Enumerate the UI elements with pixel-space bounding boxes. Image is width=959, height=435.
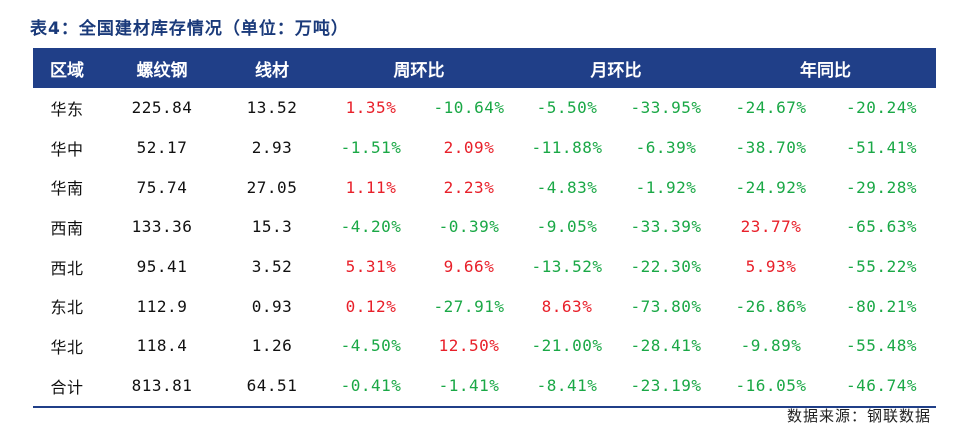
- header-rebar: 螺纹钢: [101, 48, 223, 88]
- mom-cell: -21.00%: [531, 336, 603, 356]
- wire-cell: 64.51: [223, 365, 321, 408]
- mom-cell: 8.63%: [541, 296, 593, 316]
- rebar-cell: 225.84: [131, 98, 193, 118]
- wow-cell: -1.51%: [340, 138, 402, 158]
- table-row: 东北 112.9 0.93 0.12% -27.91% 8.63% -73.80% -26.8…: [33, 286, 936, 326]
- wow-cell: 9.66%: [443, 257, 495, 277]
- region-cell: 西北: [50, 258, 84, 278]
- region-cell: 华北: [50, 337, 84, 357]
- table-row: 华中 52.17 2.93 -1.51% 2.09% -11.88% -6.39% -38.7…: [33, 128, 936, 168]
- wow-cell: -4.20%: [340, 217, 402, 237]
- header-region: 区域: [33, 48, 101, 88]
- wow-cell: -10.64%: [433, 98, 505, 118]
- yoy-cell: -55.22%: [846, 257, 917, 277]
- yoy-cell: -24.92%: [735, 177, 807, 197]
- table-row: 西南 133.36 15.3 -4.20% -0.39% -9.05% -33.39% 23.…: [33, 207, 936, 247]
- header-mom: 月环比: [517, 48, 715, 88]
- data-source: 数据来源：钢联数据: [786, 407, 931, 425]
- mom-cell: -33.39%: [630, 217, 702, 237]
- wow-cell: 0.12%: [345, 296, 397, 316]
- wow-cell: 1.11%: [345, 177, 397, 197]
- wow-cell: 2.23%: [443, 177, 495, 197]
- yoy-cell: -46.74%: [827, 365, 936, 408]
- region-cell: 西南: [50, 218, 84, 238]
- wire-cell: 27.05: [246, 177, 298, 197]
- wow-cell: 1.35%: [345, 98, 397, 118]
- table-row: 华东 225.84 13.52 1.35% -10.64% -5.50% -33.95% -2…: [33, 88, 936, 128]
- header-yoy: 年同比: [715, 48, 936, 88]
- table-body: 华东 225.84 13.52 1.35% -10.64% -5.50% -33.95% -2…: [33, 88, 936, 408]
- wow-cell: -1.41%: [421, 365, 517, 408]
- yoy-cell: -16.05%: [715, 365, 827, 408]
- region-cell: 东北: [50, 298, 84, 318]
- mom-cell: -13.52%: [531, 257, 603, 277]
- mom-cell: -28.41%: [630, 336, 702, 356]
- wire-cell: 0.93: [251, 296, 293, 316]
- rebar-cell: 133.36: [131, 217, 193, 237]
- yoy-cell: -38.70%: [735, 138, 807, 158]
- wire-cell: 13.52: [246, 98, 298, 118]
- wow-cell: 2.09%: [443, 138, 495, 158]
- table-row: 西北 95.41 3.52 5.31% 9.66% -13.52% -22.30% 5.93%…: [33, 247, 936, 287]
- wire-cell: 2.93: [251, 138, 293, 158]
- header-wow: 周环比: [321, 48, 517, 88]
- wow-cell: -0.41%: [321, 365, 421, 408]
- mom-cell: -9.05%: [536, 217, 598, 237]
- mom-cell: -11.88%: [531, 138, 603, 158]
- yoy-cell: 5.93%: [745, 257, 797, 277]
- wow-cell: -27.91%: [433, 296, 505, 316]
- yoy-cell: -80.21%: [846, 296, 917, 316]
- table-row: 华南 75.74 27.05 1.11% 2.23% -4.83% -1.92% -24.92…: [33, 167, 936, 207]
- rebar-cell: 52.17: [136, 138, 188, 158]
- wire-cell: 15.3: [251, 217, 293, 237]
- mom-cell: -23.19%: [617, 365, 715, 408]
- yoy-cell: -29.28%: [846, 177, 917, 197]
- mom-cell: -22.30%: [630, 257, 702, 277]
- mom-cell: -1.92%: [635, 177, 697, 197]
- rebar-cell: 75.74: [136, 177, 188, 197]
- rebar-cell: 95.41: [136, 257, 188, 277]
- region-cell: 华中: [50, 139, 84, 159]
- region-cell: 华东: [50, 99, 84, 119]
- mom-cell: -6.39%: [635, 138, 697, 158]
- yoy-cell: -55.48%: [846, 336, 917, 356]
- mom-cell: -8.41%: [517, 365, 617, 408]
- table-row: 华北 118.4 1.26 -4.50% 12.50% -21.00% -28.41% -9.…: [33, 326, 936, 366]
- yoy-cell: -65.63%: [846, 217, 917, 237]
- wow-cell: 12.50%: [438, 336, 500, 356]
- mom-cell: -4.83%: [536, 177, 598, 197]
- wow-cell: -4.50%: [340, 336, 402, 356]
- wow-cell: -0.39%: [438, 217, 500, 237]
- yoy-cell: -26.86%: [735, 296, 807, 316]
- rebar-cell: 118.4: [136, 336, 188, 356]
- region-cell: 华南: [50, 179, 84, 199]
- header-wire: 线材: [223, 48, 321, 88]
- rebar-cell: 813.81: [101, 365, 223, 408]
- rebar-cell: 112.9: [136, 296, 188, 316]
- mom-cell: -5.50%: [536, 98, 598, 118]
- yoy-cell: 23.77%: [740, 217, 802, 237]
- wire-cell: 1.26: [251, 336, 293, 356]
- wow-cell: 5.31%: [345, 257, 397, 277]
- yoy-cell: -9.89%: [740, 336, 802, 356]
- header-row: 区域 螺纹钢 线材 周环比 月环比 年同比: [33, 48, 936, 88]
- table-caption: 表4：全国建材库存情况（单位：万吨）: [30, 19, 349, 39]
- yoy-cell: -51.41%: [846, 138, 917, 158]
- mom-cell: -73.80%: [630, 296, 702, 316]
- wire-cell: 3.52: [251, 257, 293, 277]
- yoy-cell: -20.24%: [846, 98, 917, 118]
- region-cell: 合计: [33, 365, 101, 408]
- table-row: 合计 813.81 64.51 -0.41% -1.41% -8.41% -23.19% -1…: [33, 365, 936, 408]
- inventory-table: 区域 螺纹钢 线材 周环比 月环比 年同比 华东 225.84 13.52 1.35%…: [33, 48, 936, 408]
- yoy-cell: -24.67%: [735, 98, 807, 118]
- mom-cell: -33.95%: [630, 98, 702, 118]
